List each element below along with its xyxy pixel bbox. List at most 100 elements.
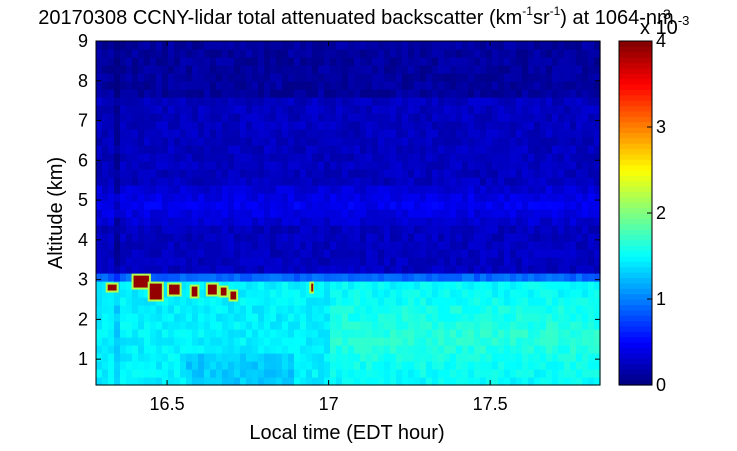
heatmap-cell	[180, 241, 187, 250]
heatmap-cell	[414, 233, 421, 242]
colorbar-segment	[619, 363, 652, 370]
heatmap-cell	[552, 209, 559, 218]
heatmap-cell	[252, 265, 259, 274]
heatmap-cell	[294, 369, 301, 378]
heatmap-cell	[282, 361, 289, 370]
heatmap-cell	[432, 49, 439, 58]
heatmap-cell	[516, 97, 523, 106]
heatmap-cell	[396, 345, 403, 354]
heatmap-cell	[204, 185, 211, 194]
heatmap-cell	[180, 145, 187, 154]
heatmap-cell	[174, 161, 181, 170]
heatmap-cell	[102, 81, 109, 90]
heatmap-cell	[180, 73, 187, 82]
heatmap-cell	[276, 289, 283, 298]
heatmap-cell	[324, 265, 331, 274]
heatmap-cell	[456, 265, 463, 274]
heatmap-cell	[282, 369, 289, 378]
heatmap-cell	[312, 281, 319, 290]
heatmap-cell	[474, 233, 481, 242]
heatmap-cell	[498, 289, 505, 298]
heatmap-cell	[426, 305, 433, 314]
heatmap-cell	[276, 321, 283, 330]
heatmap-cell	[528, 321, 535, 330]
heatmap-cell	[426, 161, 433, 170]
heatmap-cell	[174, 361, 181, 370]
heatmap-cell	[144, 361, 151, 370]
heatmap-cell	[348, 121, 355, 130]
heatmap-cell	[270, 89, 277, 98]
heatmap-cell	[330, 249, 337, 258]
heatmap-cell	[474, 169, 481, 178]
heatmap-cell	[588, 73, 595, 82]
heatmap-cell	[126, 41, 133, 50]
heatmap-cell	[222, 225, 229, 234]
heatmap-cell	[552, 81, 559, 90]
heatmap-cell	[132, 265, 139, 274]
heatmap-cell	[522, 177, 529, 186]
heatmap-cell	[102, 201, 109, 210]
heatmap-cell	[126, 241, 133, 250]
heatmap-cell	[588, 321, 595, 330]
heatmap-cell	[336, 241, 343, 250]
heatmap-cell	[186, 89, 193, 98]
heatmap-cell	[162, 41, 169, 50]
heatmap-cell	[162, 369, 169, 378]
heatmap-cell	[318, 193, 325, 202]
heatmap-cell	[360, 57, 367, 66]
heatmap-cell	[186, 249, 193, 258]
heatmap-cell	[498, 97, 505, 106]
heatmap-cell	[276, 49, 283, 58]
colorbar-segment	[619, 342, 652, 348]
heatmap-cell	[444, 297, 451, 306]
heatmap-cell	[468, 217, 475, 226]
heatmap-cell	[564, 345, 571, 354]
heatmap-cell	[426, 361, 433, 370]
heatmap-cell	[558, 225, 565, 234]
heatmap-cell	[198, 369, 205, 378]
heatmap-cell	[324, 377, 331, 386]
heatmap-cell	[312, 217, 319, 226]
heatmap-cell	[564, 377, 571, 386]
heatmap-cell	[198, 145, 205, 154]
heatmap-cell	[372, 185, 379, 194]
heatmap-cell	[408, 193, 415, 202]
heatmap-cell	[432, 257, 439, 266]
heatmap-cell	[204, 65, 211, 74]
heatmap-cell	[510, 73, 517, 82]
heatmap-cell	[504, 361, 511, 370]
heatmap-cell	[240, 193, 247, 202]
heatmap-cell	[372, 177, 379, 186]
heatmap-cell	[240, 337, 247, 346]
heatmap-cell	[180, 113, 187, 122]
heatmap-cell	[162, 361, 169, 370]
heatmap-cell	[348, 233, 355, 242]
heatmap-cell	[552, 369, 559, 378]
heatmap-cell	[360, 217, 367, 226]
heatmap-cell	[150, 81, 157, 90]
heatmap-cell	[354, 241, 361, 250]
heatmap-cell	[108, 217, 115, 226]
heatmap-cell	[264, 361, 271, 370]
heatmap-cell	[456, 89, 463, 98]
heatmap-cell	[318, 369, 325, 378]
heatmap-cell	[534, 337, 541, 346]
heatmap-cell	[252, 121, 259, 130]
heatmap-cell	[474, 273, 481, 282]
heatmap-cell	[342, 289, 349, 298]
heatmap-cell	[228, 321, 235, 330]
heatmap-cell	[426, 169, 433, 178]
heatmap-cell	[126, 73, 133, 82]
heatmap-cell	[264, 257, 271, 266]
heatmap-cell	[114, 313, 121, 322]
heatmap-cell	[216, 185, 223, 194]
heatmap-cell	[132, 73, 139, 82]
heatmap-cell	[150, 97, 157, 106]
heatmap-cell	[486, 105, 493, 114]
heatmap-cell	[300, 313, 307, 322]
heatmap-cell	[252, 321, 259, 330]
heatmap-cell	[522, 329, 529, 338]
heatmap-cell	[498, 193, 505, 202]
heatmap-cell	[456, 65, 463, 74]
heatmap-cell	[132, 57, 139, 66]
